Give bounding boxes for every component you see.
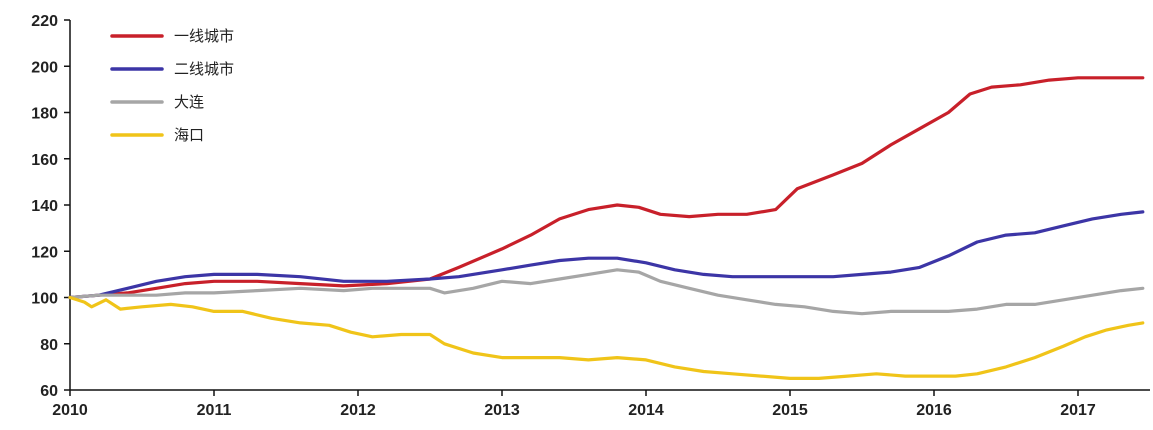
series-line-3	[68, 268, 1145, 316]
y-tick-label: 160	[31, 152, 58, 169]
legend-label: 海口	[174, 126, 204, 144]
x-tick-label: 2012	[340, 402, 376, 419]
legend-label: 大连	[174, 93, 204, 111]
legend-label: 二线城市	[174, 60, 234, 78]
legend-label: 一线城市	[174, 27, 234, 45]
y-tick-label: 220	[31, 13, 58, 30]
x-tick-label: 2014	[628, 402, 664, 419]
y-tick-label: 120	[31, 244, 58, 261]
axes: 60 80 100 120 140 160 180 200 220 2010 2011 2012 201…	[31, 13, 1150, 419]
y-tick-label: 140	[31, 198, 58, 215]
y-tick-label: 200	[31, 59, 58, 76]
x-tick-label: 2015	[772, 402, 808, 419]
series-line-2	[68, 210, 1145, 300]
y-tick-label: 60	[40, 383, 58, 400]
y-tick-label: 180	[31, 106, 58, 123]
x-tick-label: 2013	[484, 402, 520, 419]
x-tick-label: 2010	[52, 402, 88, 419]
y-tick-label: 100	[31, 291, 58, 308]
x-tick-label: 2017	[1060, 402, 1096, 419]
series-line-1	[68, 76, 1145, 300]
series-lines	[68, 76, 1145, 380]
x-tick-label: 2011	[197, 402, 232, 419]
y-tick-label: 80	[40, 337, 58, 354]
x-tick-label: 2016	[916, 402, 952, 419]
series-line-4	[68, 295, 1145, 380]
